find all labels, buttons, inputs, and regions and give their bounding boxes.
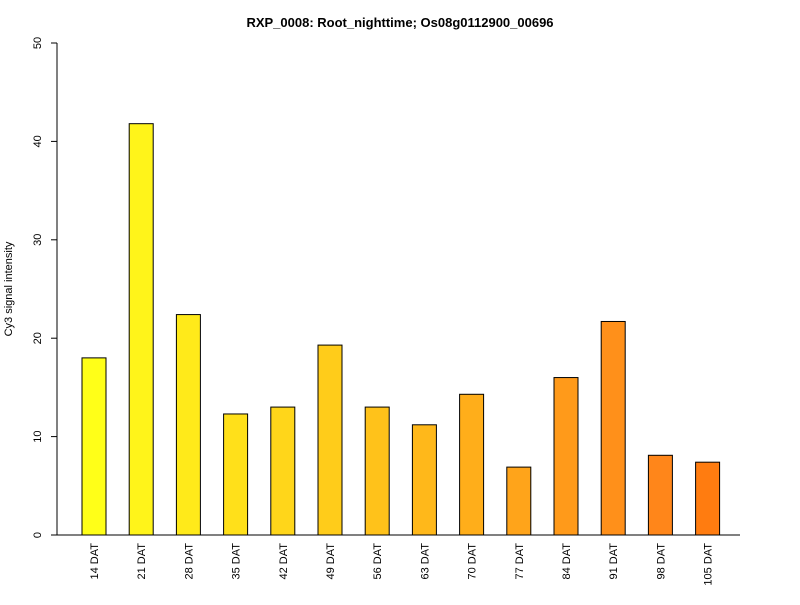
bar [364, 406, 390, 536]
y-tick-label: 30 [32, 234, 44, 246]
bar [553, 377, 579, 536]
bar [600, 320, 626, 536]
y-tick-label: 0 [32, 532, 44, 538]
x-tick-label: 105 DAT [703, 543, 715, 586]
bar [223, 413, 249, 536]
x-tick-label: 56 DAT [372, 543, 384, 580]
y-axis-label: Cy3 signal intensity [3, 241, 15, 336]
x-tick-label: 98 DAT [655, 543, 667, 580]
y-tick-label: 50 [32, 37, 44, 49]
chart-title: RXP_0008: Root_nighttime; Os08g0112900_0… [246, 15, 553, 30]
bar [175, 314, 201, 536]
x-tick-label: 14 DAT [89, 543, 101, 580]
x-tick-label: 77 DAT [514, 543, 526, 580]
x-tick-label: 35 DAT [231, 543, 243, 580]
x-tick-label: 70 DAT [467, 543, 479, 580]
x-tick-label: 28 DAT [183, 543, 195, 580]
bar [317, 344, 343, 536]
x-axis: 14 DAT 21 DAT 28 DAT 35 DAT 42 DAT 49 DAT 56 D… [57, 534, 740, 586]
y-tick-label: 10 [32, 430, 44, 442]
x-tick-label: 63 DAT [419, 543, 431, 580]
x-tick-label: 42 DAT [278, 543, 290, 580]
x-tick-label: 91 DAT [608, 543, 620, 580]
x-tick-label: 84 DAT [561, 543, 573, 580]
bar [695, 461, 721, 536]
bar [506, 466, 532, 536]
bar [459, 393, 485, 536]
x-tick-label: 49 DAT [325, 543, 337, 580]
bars [81, 123, 721, 536]
bar [647, 454, 673, 536]
bar [81, 357, 107, 536]
x-tick-label: 21 DAT [136, 543, 148, 580]
y-tick-label: 40 [32, 135, 44, 147]
bar [270, 406, 296, 536]
y-tick-label: 20 [32, 332, 44, 344]
bar [411, 424, 437, 536]
y-axis: 0 10 20 30 40 50 [32, 37, 58, 538]
bar [128, 123, 154, 536]
